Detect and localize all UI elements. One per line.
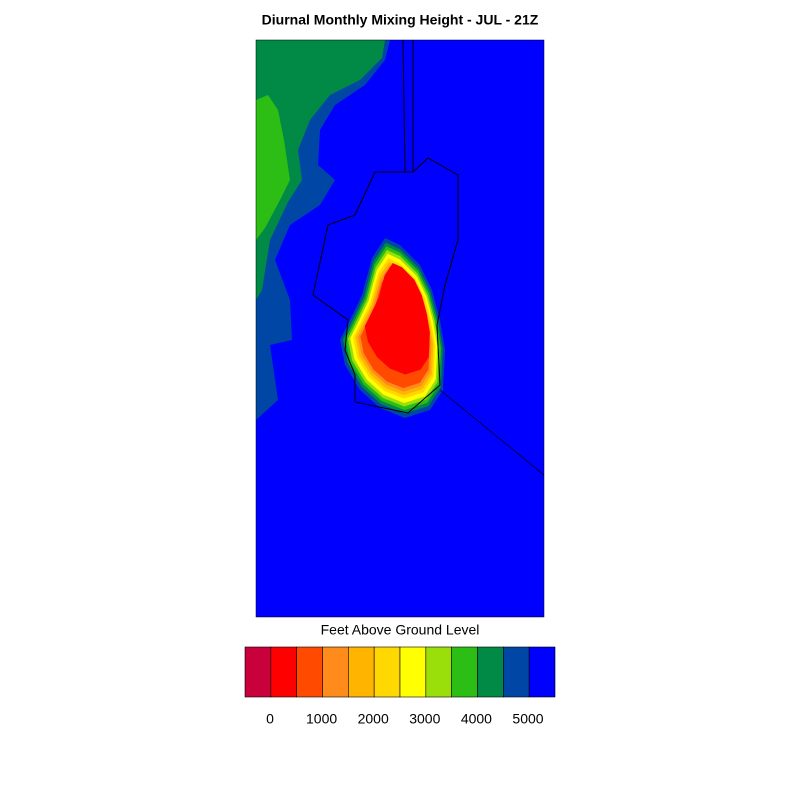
colorbar-tick-label: 3000 <box>409 711 440 727</box>
colorbar-box <box>348 646 375 698</box>
colorbar-box <box>373 646 401 698</box>
colorbar-box <box>399 646 427 698</box>
map <box>255 39 545 618</box>
colorbar-box <box>451 646 478 698</box>
colorbar-label: Feet Above Ground Level <box>321 622 480 638</box>
colorbar-box <box>477 646 504 698</box>
colorbar-box <box>503 646 530 698</box>
colorbar: 0 1000 2000 3000 4000 5000 <box>244 646 556 727</box>
boundary <box>439 389 545 476</box>
boundary <box>312 40 459 414</box>
colorbar-tick-label: 0 <box>266 711 274 727</box>
contour-west <box>256 40 385 300</box>
colorbar-tick-label: 5000 <box>512 711 543 727</box>
contour-west <box>256 95 290 240</box>
title: Diurnal Monthly Mixing Height - JUL - 21… <box>262 12 539 28</box>
colorbar-tick-label: 4000 <box>461 711 492 727</box>
colorbar-tick-label: 1000 <box>306 711 337 727</box>
colorbar-box <box>296 646 323 698</box>
colorbar-tick-label: 2000 <box>358 711 389 727</box>
boundary <box>402 39 406 173</box>
colorbar-box <box>270 646 297 698</box>
boundaries <box>312 39 545 476</box>
map-frame <box>255 39 545 618</box>
colorbar-box <box>244 646 272 698</box>
colorbar-box <box>425 646 452 698</box>
colorbar-box <box>322 646 349 698</box>
colorbar-box <box>528 646 556 698</box>
